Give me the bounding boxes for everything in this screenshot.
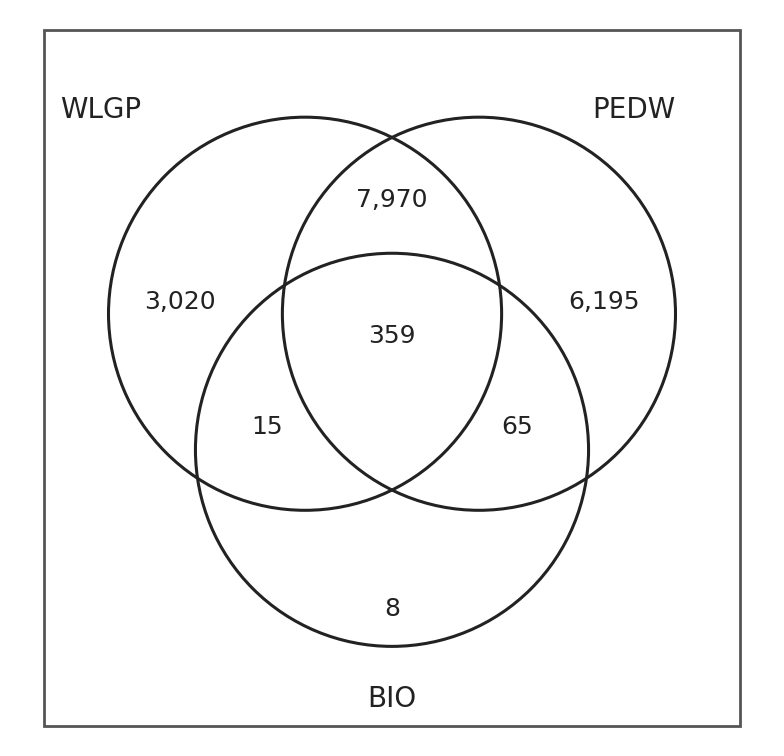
Text: BIO: BIO (368, 685, 416, 714)
Text: 65: 65 (501, 415, 532, 439)
Text: PEDW: PEDW (592, 95, 676, 124)
Text: 3,020: 3,020 (144, 290, 216, 314)
Text: WLGP: WLGP (60, 95, 141, 124)
Text: 7,970: 7,970 (356, 188, 428, 212)
Text: 8: 8 (384, 596, 400, 621)
Text: 6,195: 6,195 (568, 290, 640, 314)
Text: 359: 359 (368, 324, 416, 349)
Text: 15: 15 (252, 415, 283, 439)
